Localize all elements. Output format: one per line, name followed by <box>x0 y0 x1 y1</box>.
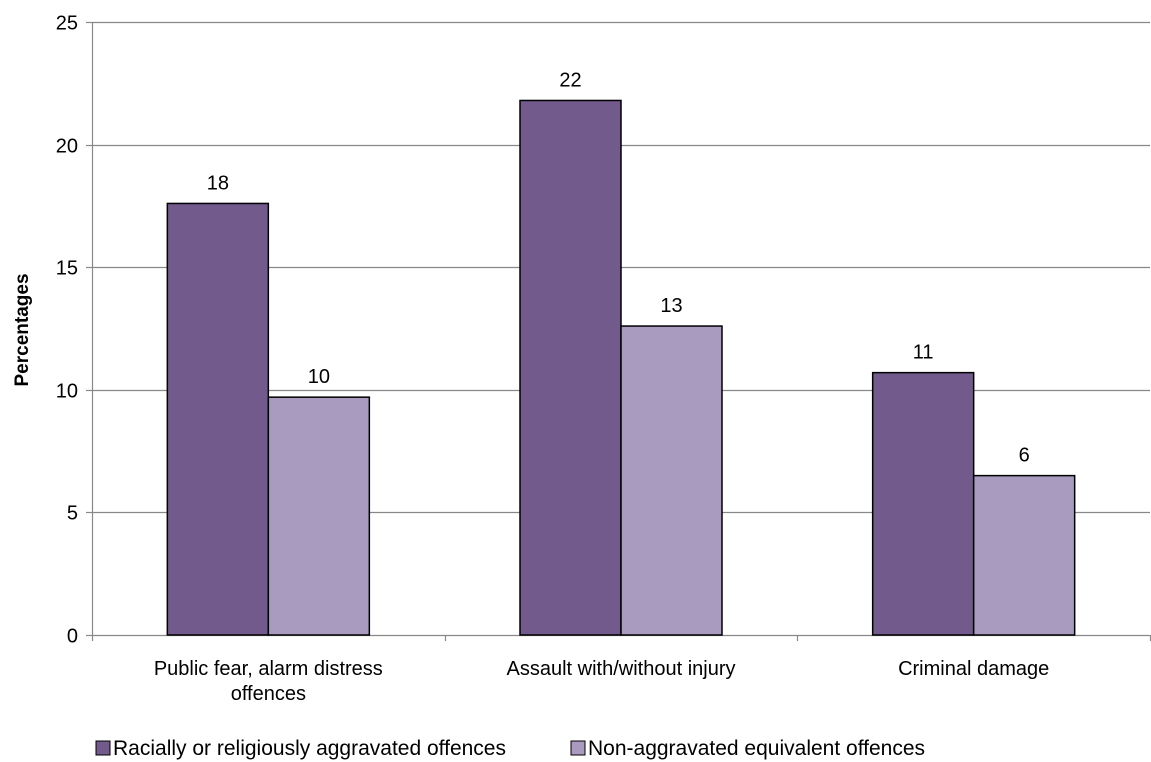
category-label-1-line-2: offences <box>231 683 306 705</box>
data-label-series1-cat3: 11 <box>913 342 934 364</box>
y-axis-title: Percentages <box>12 273 33 386</box>
data-label-series1-cat1: 18 <box>207 172 229 194</box>
bar-series2-cat1 <box>267 396 371 636</box>
category-label-3-line-1: Criminal damage <box>898 658 1049 680</box>
bar-series1-cat2 <box>519 99 622 636</box>
y-tick-label-25: 25 <box>56 13 78 35</box>
y-tick-label-0: 0 <box>67 626 78 648</box>
category-label-1-line-1: Public fear, alarm distress <box>154 658 383 680</box>
data-label-series2-cat3: 6 <box>1019 445 1030 467</box>
bar-series2-cat3 <box>972 474 1076 636</box>
y-tick-label-5: 5 <box>67 503 78 525</box>
data-label-series2-cat2: 13 <box>660 295 682 317</box>
data-label-series2-cat1: 10 <box>308 366 330 388</box>
category-label-2-line-1: Assault with/without injury <box>507 658 736 680</box>
legend-label-2: Non-aggravated equivalent offences <box>588 737 925 760</box>
bars <box>166 99 1076 636</box>
data-label-series1-cat2: 22 <box>559 69 581 91</box>
legend-label-1: Racially or religiously aggravated offen… <box>113 737 506 760</box>
y-tick-label-10: 10 <box>56 381 78 403</box>
bar-series1-cat1 <box>166 202 270 636</box>
legend: Racially or religiously aggravated offen… <box>95 737 925 760</box>
legend-swatch-1 <box>95 740 111 756</box>
bar-series1-cat3 <box>871 371 975 636</box>
bar-series2-cat2 <box>620 325 723 636</box>
legend-swatch-2 <box>570 740 586 756</box>
data-labels: 18 10 22 13 11 6 <box>207 69 1030 466</box>
y-tick-label-15: 15 <box>56 258 78 280</box>
y-tick-label-20: 20 <box>56 136 78 158</box>
